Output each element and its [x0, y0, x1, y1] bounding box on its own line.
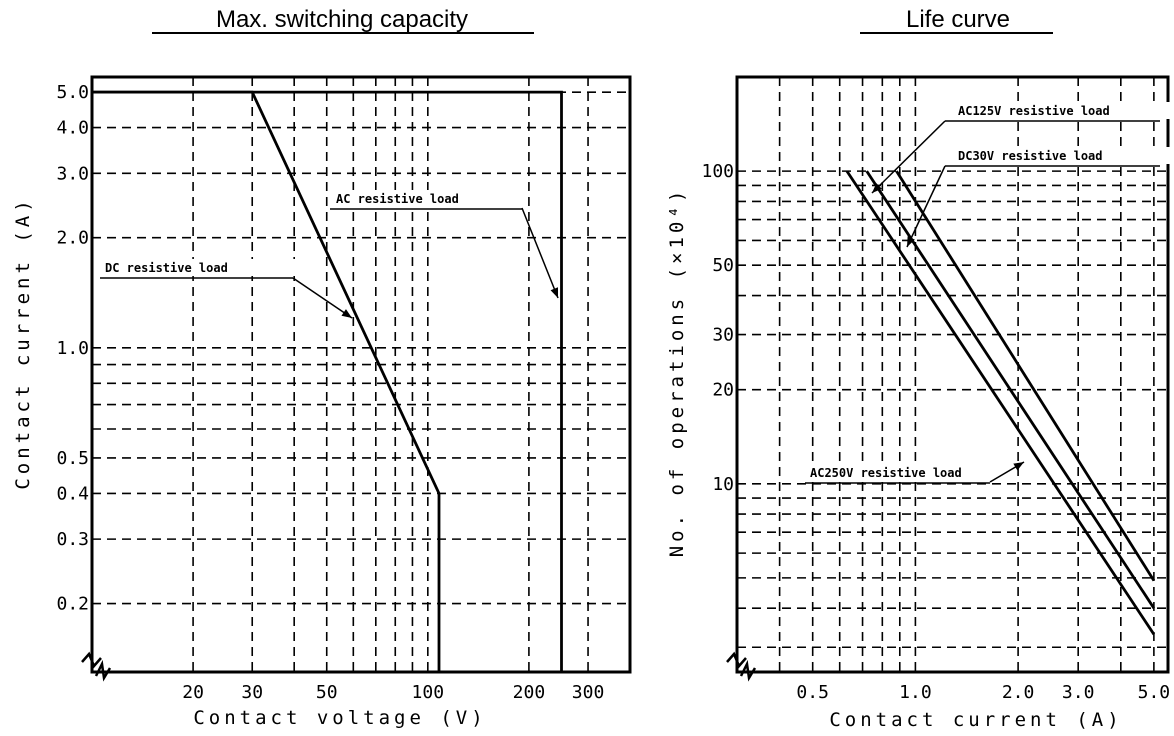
- ac250v-resistive-load-annotation: AC250V resistive load: [810, 466, 962, 480]
- annotation-arrowhead: [550, 287, 558, 298]
- x-tick-label: 1.0: [899, 682, 932, 703]
- y-tick-label: 50: [712, 255, 734, 276]
- annotation-arrowhead: [1013, 462, 1024, 471]
- y-tick-label: 0.4: [56, 483, 89, 504]
- y-axis-label: No. of operations (×10⁴): [666, 187, 688, 558]
- x-tick-label: 5.0: [1138, 682, 1171, 703]
- annotation-background: [102, 259, 297, 276]
- x-axis-label: Contact voltage (V): [193, 707, 486, 729]
- annotation-background: [333, 190, 527, 207]
- y-tick-label: 5.0: [56, 82, 89, 103]
- ac250v-resistive-load-line: [845, 170, 1156, 636]
- x-tick-label: 20: [182, 682, 204, 703]
- y-tick-label: 100: [701, 161, 734, 182]
- chart-title: Life curve: [906, 6, 1010, 33]
- x-axis-label: Contact current (A): [829, 709, 1122, 731]
- x-tick-label: 100: [412, 682, 445, 703]
- y-tick-label: 0.5: [56, 448, 89, 469]
- y-tick-label: 0.3: [56, 529, 89, 550]
- annotation-leader: [521, 207, 559, 299]
- annotation-background: [807, 464, 994, 481]
- y-tick-label: 4.0: [56, 118, 89, 139]
- y-tick-label: 20: [712, 380, 734, 401]
- dc-resistive-load-line: [92, 90, 441, 672]
- x-tick-label: 30: [241, 682, 263, 703]
- y-tick-label: 3.0: [56, 163, 89, 184]
- y-tick-label: 10: [712, 474, 734, 495]
- x-tick-label: 200: [513, 682, 546, 703]
- x-tick-label: 2.0: [1002, 682, 1035, 703]
- ac125v-resistive-load-line: [895, 170, 1156, 582]
- plot-frame: [90, 75, 632, 674]
- chart-title: Max. switching capacity: [216, 6, 468, 33]
- annotation-arrowhead: [872, 183, 882, 193]
- dc30v-resistive-load-annotation: DC30V resistive load: [958, 149, 1103, 163]
- annotation-leader: [906, 165, 946, 248]
- x-tick-label: 3.0: [1062, 682, 1095, 703]
- axis-break-mark: [81, 651, 102, 669]
- max-switching-capacity-chart: Max. switching capacity 20 30 50 100 200 300 0.…: [12, 6, 632, 729]
- y-axis-label: Contact current (A): [12, 196, 34, 489]
- ac-resistive-load-annotation: AC resistive load: [336, 192, 459, 206]
- y-tick-label: 2.0: [56, 228, 89, 249]
- ac-resistive-load-line: [92, 90, 563, 672]
- y-tick-label: 1.0: [56, 338, 89, 359]
- dc-resistive-load-annotation: DC resistive load: [105, 261, 228, 275]
- annotation-arrowhead: [341, 309, 352, 318]
- annotation-leader: [292, 277, 353, 319]
- annotation-background: [955, 147, 1172, 164]
- axis-break-mark: [726, 651, 747, 669]
- ac125v-resistive-load-annotation: AC125V resistive load: [958, 104, 1110, 118]
- plot-frame: [735, 75, 1170, 674]
- y-tick-label: 0.2: [56, 594, 89, 615]
- annotation-background: [955, 102, 1172, 119]
- x-tick-label: 50: [316, 682, 338, 703]
- life-curve-chart: Life curve 0.5 1.0 2.0 3.0 5.0 10 20 30 50 100 Cont…: [666, 6, 1172, 731]
- dc30v-resistive-load-line: [865, 170, 1156, 609]
- y-tick-label: 30: [712, 325, 734, 346]
- axis-break-mark: [739, 659, 757, 682]
- annotation-leader: [871, 120, 946, 194]
- x-tick-label: 0.5: [796, 682, 829, 703]
- annotation-arrowhead: [907, 236, 915, 247]
- x-tick-label: 300: [572, 682, 605, 703]
- axis-break-mark: [94, 659, 112, 682]
